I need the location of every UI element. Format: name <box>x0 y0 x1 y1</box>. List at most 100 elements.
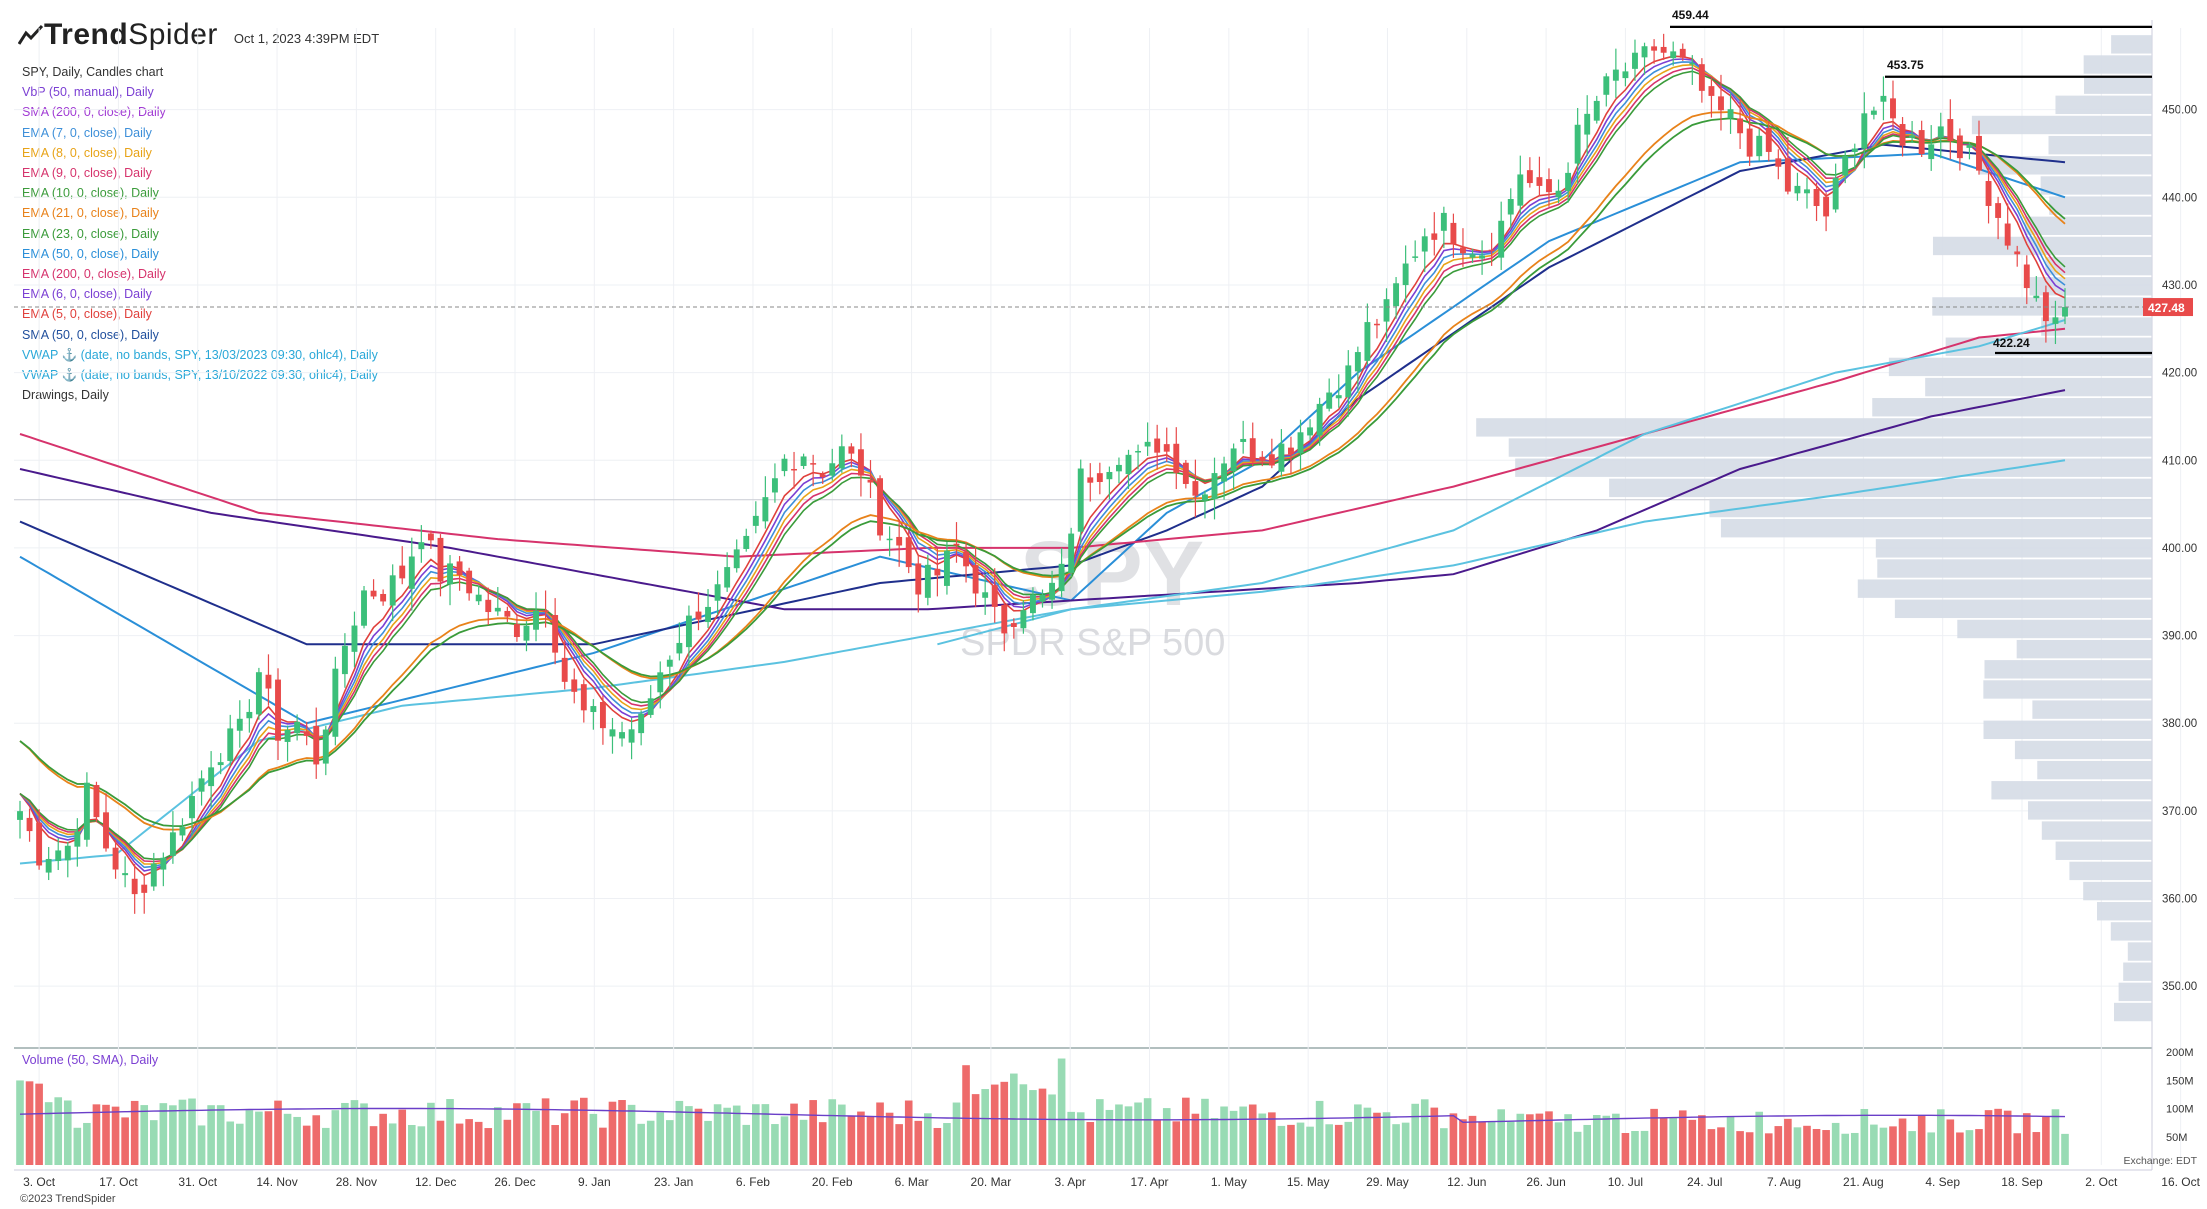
vbp-bar <box>2028 801 2152 820</box>
candle-body <box>2052 317 2059 324</box>
indicator-legend-item[interactable]: EMA (10, 0, close), Daily <box>22 186 159 201</box>
candle-body <box>676 642 683 654</box>
indicator-legend-item[interactable]: SPY, Daily, Candles chart <box>22 65 164 79</box>
candle-body <box>370 590 377 597</box>
volume-bar <box>732 1105 741 1165</box>
timestamp: Oct 1, 2023 4:39PM EDT <box>233 30 380 46</box>
volume-bar <box>226 1121 235 1165</box>
ma-line <box>19 327 2066 558</box>
candle-body <box>1096 473 1103 483</box>
volume-bar <box>1956 1132 1964 1165</box>
candle-body <box>1851 148 1858 153</box>
indicator-legend-item[interactable]: EMA (21, 0, close), Daily <box>22 206 159 221</box>
vbp-bar <box>1872 398 2152 417</box>
volume-bar <box>1784 1118 1792 1165</box>
candle-body <box>1001 604 1008 634</box>
indicator-legend-item[interactable]: EMA (8, 0, close), Daily <box>22 145 152 160</box>
volume-bar <box>1067 1111 1075 1165</box>
candle-body <box>208 767 215 787</box>
volume-bar <box>752 1104 760 1165</box>
indicator-legend-item[interactable]: Drawings, Daily <box>22 388 109 403</box>
volume-bar <box>704 1120 712 1165</box>
volume-bar <box>1277 1125 1286 1165</box>
indicator-legend-item[interactable]: EMA (200, 0, close), Daily <box>22 267 166 282</box>
indicator-legend-item[interactable]: SMA (200, 0, close), Daily <box>22 105 166 120</box>
volume-tick-label: 150M <box>2166 1075 2194 1087</box>
candle-body <box>227 728 234 761</box>
indicator-legend-item[interactable]: SMA (50, 0, close), Daily <box>22 327 159 342</box>
volume-bar <box>2032 1132 2041 1165</box>
volume-bars <box>16 1058 2069 1165</box>
candle-body <box>1727 109 1734 119</box>
volume-bar <box>838 1104 846 1165</box>
copyright: ©2023 TrendSpider <box>20 1193 116 1205</box>
indicator-legend-item[interactable]: EMA (9, 0, close), Daily <box>22 166 152 181</box>
ma-line <box>937 319 2066 646</box>
price-level-label: 453.75 <box>1887 58 1924 72</box>
indicator-legend-item[interactable]: EMA (5, 0, close), Daily <box>22 307 152 322</box>
candle-body <box>838 446 845 469</box>
volume-bar <box>1182 1097 1190 1165</box>
volume-bar <box>685 1106 693 1165</box>
candle-body <box>1450 222 1457 245</box>
volume-bar <box>360 1103 368 1165</box>
volume-bar <box>73 1127 82 1165</box>
volume-bar <box>1497 1109 1505 1165</box>
candle-body <box>542 610 549 612</box>
candle-body <box>1077 468 1084 532</box>
volume-bar <box>1363 1107 1372 1165</box>
candle-body <box>1374 323 1380 326</box>
volume-bar <box>2042 1117 2050 1165</box>
candle-body <box>1402 263 1409 286</box>
indicator-legend-item[interactable]: VWAP ⚓ (date, no bands, SPY, 13/10/2022 … <box>22 368 378 383</box>
candle-body <box>705 606 711 623</box>
candle-body <box>1756 135 1763 157</box>
volume-bar <box>130 1100 139 1165</box>
indicator-legend-item[interactable]: EMA (50, 0, close), Daily <box>22 246 159 261</box>
candle-body <box>552 615 559 653</box>
candle-body <box>905 537 912 568</box>
x-tick-label: 9. Jan <box>578 1175 611 1189</box>
volume-bar <box>1296 1122 1305 1165</box>
candle-body <box>714 584 721 601</box>
candle-body <box>1039 594 1046 602</box>
candle-body <box>657 672 664 693</box>
candle-body <box>1947 119 1954 142</box>
volume-bar <box>159 1103 168 1165</box>
candle-body <box>64 845 71 861</box>
vbp-bar <box>2069 861 2152 881</box>
volume-bar <box>723 1107 731 1165</box>
volume-bar <box>1124 1106 1133 1165</box>
volume-bar <box>1430 1107 1439 1165</box>
candle-body <box>1354 352 1361 372</box>
candle-body <box>189 796 195 819</box>
volume-bar <box>255 1111 263 1165</box>
candle-body <box>1861 113 1868 149</box>
vbp-bar <box>2041 821 2152 840</box>
volume-bar <box>312 1115 321 1165</box>
volume-bar <box>1860 1108 1869 1165</box>
volume-bar <box>1344 1121 1353 1165</box>
vbp-bar <box>2111 35 2152 54</box>
volume-bar <box>1870 1124 1878 1165</box>
candle-body <box>1010 623 1017 627</box>
volume-bar <box>1029 1090 1037 1165</box>
indicator-legend-item[interactable]: EMA (7, 0, close), Daily <box>22 125 152 140</box>
volume-bar <box>2003 1110 2012 1165</box>
brand-logo[interactable]: TrendSpider <box>44 18 218 51</box>
x-tick-label: 10. Jul <box>1608 1175 1643 1189</box>
volume-bar <box>188 1098 196 1165</box>
indicator-legend-item[interactable]: EMA (6, 0, close), Daily <box>22 287 152 302</box>
candle-body <box>791 468 797 471</box>
vbp-bar <box>2097 902 2152 921</box>
x-tick-label: 26. Dec <box>494 1175 535 1189</box>
indicator-legend-item[interactable]: VbP (50, manual), Daily <box>22 85 154 100</box>
candle-body <box>198 778 205 792</box>
x-tick-label: 26. Jun <box>1526 1175 1565 1189</box>
volume-bar <box>1678 1110 1687 1165</box>
volume-bar <box>580 1097 588 1165</box>
indicator-legend-item[interactable]: VWAP ⚓ (date, no bands, SPY, 13/03/2023 … <box>22 347 378 362</box>
vbp-bar <box>2016 639 2152 659</box>
indicator-legend-item[interactable]: EMA (23, 0, close), Daily <box>22 226 159 241</box>
